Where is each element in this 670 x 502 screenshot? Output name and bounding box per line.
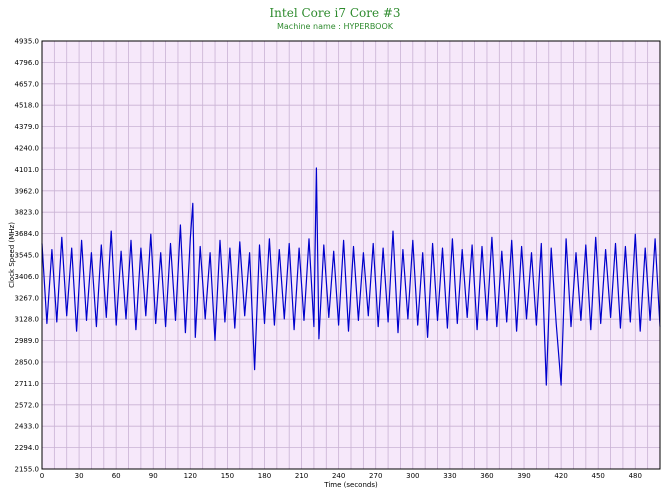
y-tick-label: 4379.0 (15, 123, 40, 131)
x-tick-label: 360 (480, 472, 493, 480)
y-tick-label: 2433.0 (15, 423, 40, 431)
y-tick-label: 2572.0 (15, 401, 40, 409)
y-axis-label: Clock Speed (MHz) (8, 222, 16, 288)
x-tick-label: 330 (443, 472, 456, 480)
x-tick-label: 480 (629, 472, 642, 480)
y-tick-label: 2155.0 (15, 466, 40, 474)
x-tick-label: 420 (554, 472, 567, 480)
plot-border (41, 40, 661, 470)
series-layer (41, 167, 661, 386)
x-tick-label: 0 (40, 472, 44, 480)
x-tick-label: 390 (517, 472, 530, 480)
x-tick-label: 150 (221, 472, 234, 480)
x-tick-label: 240 (332, 472, 345, 480)
y-tick-label: 3545.0 (15, 252, 40, 260)
x-tick-label: 30 (75, 472, 84, 480)
x-tick-label: 60 (112, 472, 121, 480)
y-tick-label: 4240.0 (15, 145, 40, 153)
x-tick-labels: 0 30 60 90 120 150 180 210 240 270 300 330 360 390 420… (40, 472, 642, 480)
y-tick-labels: 2155.0 2294.0 2433.0 2572.0 2711.0 2850.0 2989… (15, 38, 40, 474)
x-tick-label: 180 (258, 472, 271, 480)
x-tick-label: 450 (592, 472, 605, 480)
x-tick-label: 90 (149, 472, 158, 480)
y-tick-label: 3823.0 (15, 209, 40, 217)
y-tick-label: 3267.0 (15, 294, 40, 302)
x-axis-label: Time (seconds) (323, 481, 378, 489)
x-tick-label: 120 (184, 472, 197, 480)
y-tick-label: 2294.0 (15, 444, 40, 452)
y-tick-label: 4518.0 (15, 102, 40, 110)
series-line-1 (41, 167, 661, 386)
y-tick-label: 2989.0 (15, 337, 40, 345)
x-tick-label: 270 (369, 472, 382, 480)
y-tick-label: 2850.0 (15, 359, 40, 367)
y-tick-label: 3962.0 (15, 187, 40, 195)
x-tick-label: 210 (295, 472, 308, 480)
y-tick-label: 4796.0 (15, 59, 40, 67)
chart-title: Intel Core i7 Core #3 (269, 6, 401, 20)
chart-subtitle: Machine name : HYPERBOOK (276, 22, 394, 31)
y-tick-label: 4657.0 (15, 80, 40, 88)
y-tick-label: 4935.0 (15, 38, 40, 46)
y-tick-label: 3684.0 (15, 230, 40, 238)
y-tick-label: 2711.0 (15, 380, 40, 388)
x-tick-label: 300 (406, 472, 419, 480)
y-tick-label: 3406.0 (15, 273, 40, 281)
y-tick-label: 4101.0 (15, 166, 40, 174)
y-tick-label: 3128.0 (15, 316, 40, 324)
